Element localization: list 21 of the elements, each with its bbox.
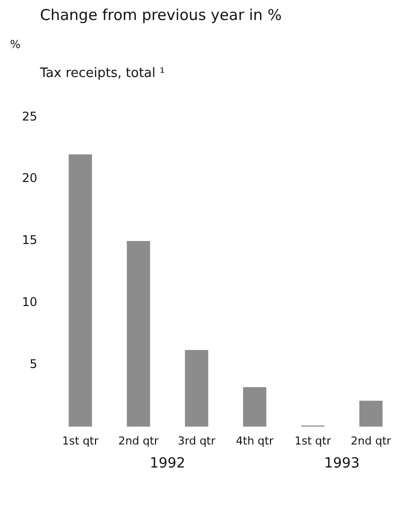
y-tick-label: 25 <box>22 109 38 124</box>
bar <box>126 241 150 427</box>
x-tick-label: 2nd qtr <box>118 434 160 448</box>
y-tick-label: 15 <box>22 233 38 248</box>
x-tick-label: 3rd qtr <box>178 434 216 448</box>
x-tick-label: 2nd qtr <box>350 434 392 448</box>
y-tick-label: 5 <box>30 357 38 372</box>
bar <box>243 387 266 427</box>
y-tick-label: 10 <box>22 295 38 310</box>
x-tick-label: 1st qtr <box>294 434 332 448</box>
bar <box>68 154 92 427</box>
chart-title: Change from previous year in % <box>40 6 282 24</box>
text: 1992 <box>150 455 186 472</box>
text: 1993 <box>324 455 360 472</box>
bar <box>359 400 383 427</box>
text: % <box>10 38 20 51</box>
chart-subtitle: Tax receipts, total ¹ <box>40 66 165 81</box>
x-tick-label: 4th qtr <box>236 434 274 448</box>
x-tick-label: 1st qtr <box>62 434 99 448</box>
bar <box>184 350 208 427</box>
y-tick-label: 20 <box>22 171 38 186</box>
